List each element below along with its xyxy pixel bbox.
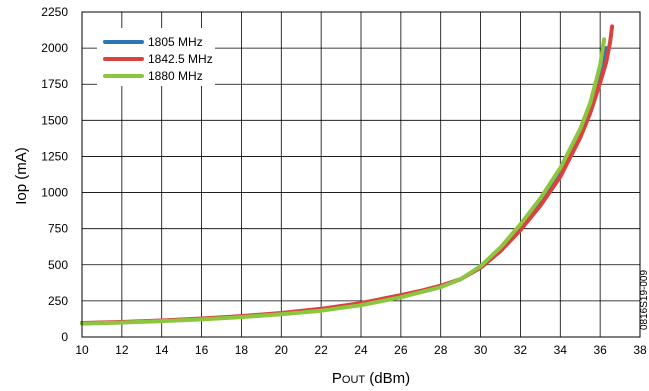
y-tick-label: 250 <box>48 294 68 308</box>
y-tick-label: 1000 <box>41 186 68 200</box>
y-tick-label: 750 <box>48 222 68 236</box>
x-tick-label: 22 <box>314 343 328 357</box>
y-tick-label: 1750 <box>41 77 68 91</box>
x-tick-label: 26 <box>394 343 408 357</box>
y-tick-label: 500 <box>48 258 68 272</box>
y-tick-label: 2250 <box>41 5 68 19</box>
x-tick-label: 12 <box>115 343 129 357</box>
y-tick-label: 1250 <box>41 149 68 163</box>
legend: 1805 MHz 1842.5 MHz 1880 MHz <box>97 28 215 86</box>
plot-frame <box>81 11 641 338</box>
x-tick-label: 28 <box>434 343 448 357</box>
x-tick-label: 36 <box>593 343 607 357</box>
x-tick-label: 14 <box>155 343 169 357</box>
x-tick-label: 30 <box>474 343 488 357</box>
series-layer <box>80 24 615 326</box>
legend-label: 1805 MHz <box>148 35 203 49</box>
y-tick-label: 1500 <box>41 113 68 127</box>
y-tick-label: 2000 <box>41 41 68 55</box>
x-tick-label: 24 <box>354 343 368 357</box>
x-tick-label: 20 <box>275 343 289 357</box>
y-tick-labels: 0 250 500 750 1000 1250 1500 1750 2000 2250 <box>41 5 68 344</box>
x-tick-label: 18 <box>235 343 249 357</box>
legend-label: 1842.5 MHz <box>148 52 213 66</box>
series-line-1 <box>80 46 609 326</box>
x-axis-title-subscript: OUT <box>342 374 366 386</box>
series-line-3 <box>80 37 607 326</box>
x-axis-title-main: P <box>332 370 342 387</box>
x-tick-label: 16 <box>195 343 209 357</box>
y-axis-title: Iop (mA) <box>13 147 30 205</box>
y-tick-label: 0 <box>61 330 68 344</box>
x-tick-label: 10 <box>75 343 89 357</box>
legend-label: 1880 MHz <box>148 69 203 83</box>
x-tick-labels: 10 12 14 16 18 20 22 24 26 28 30 32 34 36 38 <box>75 343 647 357</box>
x-tick-label: 38 <box>633 343 647 357</box>
x-tick-label: 34 <box>554 343 568 357</box>
x-tick-label: 32 <box>514 343 528 357</box>
x-axis-title: POUT (dBm) <box>332 370 410 387</box>
figure-id: 0816S19-009 <box>639 270 649 330</box>
x-axis-title-unit: (dBm) <box>365 370 410 387</box>
